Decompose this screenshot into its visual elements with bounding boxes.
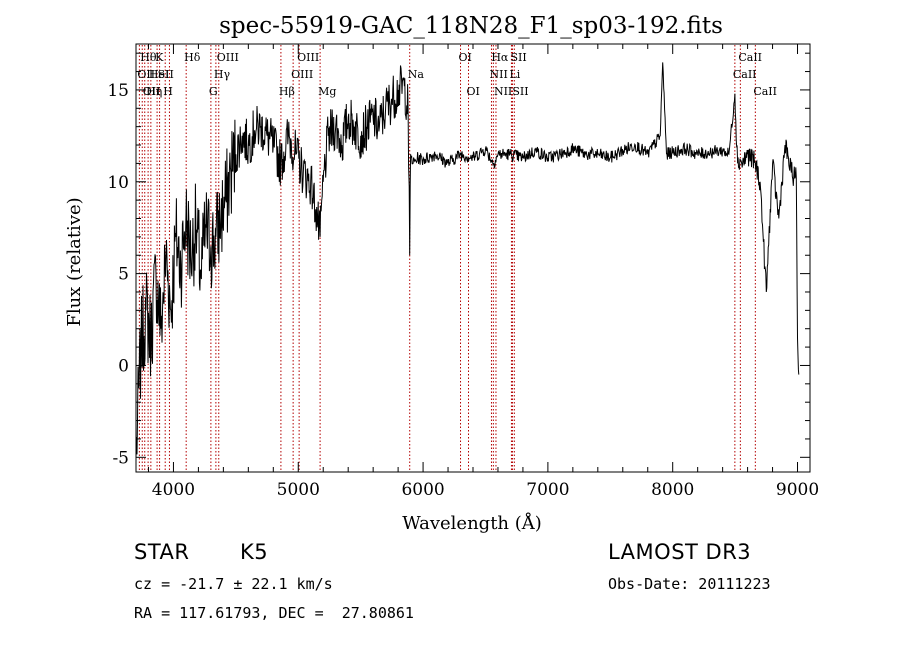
line-marker-label-16: Mg <box>318 85 336 98</box>
line-markers <box>138 45 756 472</box>
line-marker-label-18: OI <box>459 51 472 64</box>
object-subclass: K5 <box>240 540 269 564</box>
line-marker-label-1: Hθ <box>140 51 157 64</box>
line-marker-label-14: OIII <box>291 68 313 81</box>
y-tick-label: 10 <box>107 173 129 193</box>
y-axis-label: Flux (relative) <box>64 197 85 326</box>
line-marker-label-21: Hα <box>491 51 509 64</box>
line-marker-label-11: Hγ <box>214 68 231 81</box>
y-tick-label: -5 <box>112 448 129 468</box>
line-marker-label-10: G <box>209 85 218 98</box>
y-tick-label: 15 <box>107 81 129 101</box>
y-tick-label: 0 <box>118 356 129 376</box>
line-marker-label-24: SII <box>510 51 526 64</box>
x-tick-label: 8000 <box>651 480 694 500</box>
line-marker-label-19: OI <box>467 85 480 98</box>
line-marker-labels: OIIHθOIIHηHeIKSIIHHδGHγOIIIHβOIIIOIIIMgN… <box>137 51 777 98</box>
x-tick-label: 6000 <box>401 480 444 500</box>
line-marker-label-7: H <box>163 85 173 98</box>
x-tick-label: 7000 <box>526 480 569 500</box>
line-marker-label-0: OII <box>137 68 155 81</box>
y-axis: -5 0 5 10 15 <box>107 52 810 468</box>
redshift-readout: cz = -21.7 ± 22.1 km/s <box>134 575 333 593</box>
line-marker-label-4: HeI <box>149 68 169 81</box>
line-marker-label-23: Li <box>509 68 520 81</box>
line-marker-label-28: CaII <box>753 85 777 98</box>
survey-name: LAMOST DR3 <box>608 540 752 564</box>
x-tick-label: 4000 <box>152 480 195 500</box>
line-marker-label-6: SII <box>158 68 174 81</box>
line-marker-label-26: CaII <box>733 68 757 81</box>
line-marker-label-13: Hβ <box>279 85 295 98</box>
x-tick-label: 9000 <box>776 480 819 500</box>
line-marker-label-20: NII <box>489 68 507 81</box>
line-marker-label-2: OII <box>143 85 161 98</box>
line-marker-label-5: K <box>155 51 164 64</box>
x-axis: 4000 5000 6000 7000 8000 9000 <box>147 44 819 500</box>
chart-title: spec-55919-GAC_118N28_F1_sp03-192.fits <box>219 13 723 39</box>
line-marker-label-15: OIII <box>297 51 319 64</box>
x-tick-label: 5000 <box>277 480 320 500</box>
spectrum-series-line <box>135 62 800 458</box>
line-marker-label-3: Hη <box>146 85 162 98</box>
line-marker-label-25: SII <box>512 85 528 98</box>
line-marker-label-12: OIII <box>217 51 239 64</box>
observation-date: Obs-Date: 20111223 <box>608 575 771 593</box>
x-axis-label: Wavelength (Å) <box>402 512 542 534</box>
line-marker-label-17: Na <box>408 68 425 81</box>
line-marker-label-22: NII <box>494 85 512 98</box>
coordinates-readout: RA = 117.61793, DEC = 27.80861 <box>134 604 414 622</box>
plot-frame <box>135 43 811 473</box>
object-class: STAR <box>134 540 190 564</box>
line-marker-label-9: Hδ <box>184 51 201 64</box>
line-marker-label-27: CaII <box>738 51 762 64</box>
y-tick-label: 5 <box>118 265 129 285</box>
